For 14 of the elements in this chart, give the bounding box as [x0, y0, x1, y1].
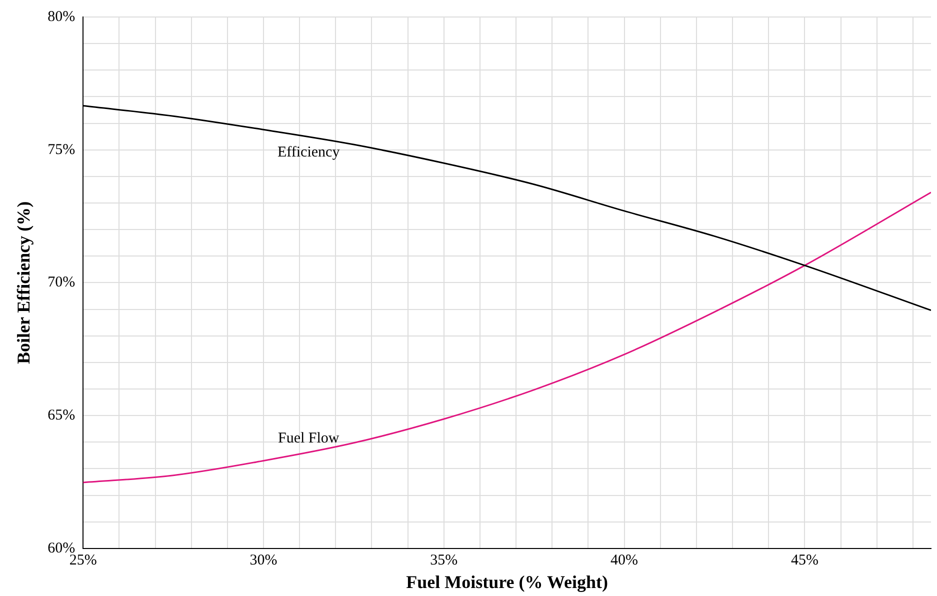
x-axis-title: Fuel Moisture (% Weight): [406, 572, 608, 592]
x-tick-label: 45%: [790, 552, 818, 568]
y-tick-label: 70%: [48, 274, 76, 291]
x-tick-label: 25%: [69, 552, 97, 568]
y-axis-title: Boiler Efficiency (%): [13, 201, 34, 364]
y-tick-label: 80%: [48, 8, 76, 25]
series-label: Efficiency: [278, 144, 340, 161]
x-tick-label: 35%: [430, 552, 458, 568]
line-series: [83, 192, 931, 484]
y-tick-label: 75%: [48, 142, 76, 158]
x-tick-label: 30%: [250, 552, 278, 568]
y-tick-label: 65%: [48, 407, 76, 424]
series-label: Fuel Flow: [278, 430, 340, 446]
x-tick-label: 40%: [610, 552, 638, 568]
